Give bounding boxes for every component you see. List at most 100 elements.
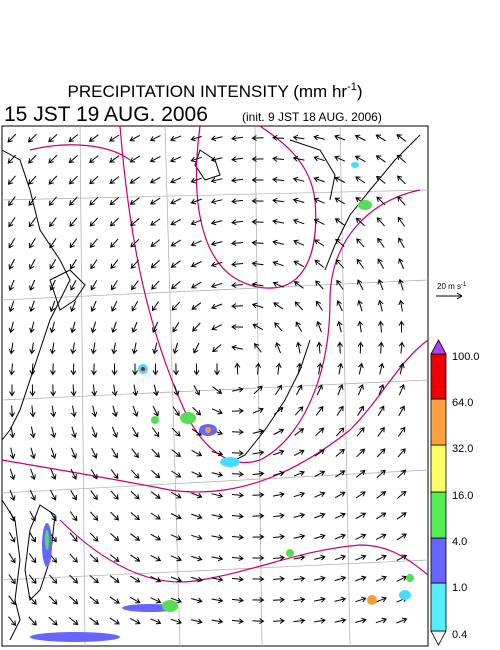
colorbar-label: 4.0 (452, 536, 467, 548)
precip-cell (30, 632, 120, 642)
wind-vector (130, 259, 140, 269)
wind-vector (293, 260, 305, 268)
wind-vector (190, 156, 202, 163)
wind-vector (272, 281, 284, 288)
wind-vector (173, 384, 180, 397)
wind-vector (252, 534, 265, 540)
wind-vector (376, 512, 387, 520)
wind-vector (272, 554, 285, 561)
wind-vector (210, 240, 223, 247)
coastline (24, 504, 56, 602)
wind-vector (130, 533, 141, 541)
valid-time: 15 JST 19 AUG. 2006 (4, 103, 208, 126)
wind-vector (293, 239, 305, 246)
wind-vector (272, 197, 284, 204)
wind-vector (70, 342, 77, 355)
wind-vector (293, 449, 305, 457)
precip-cell (151, 416, 159, 424)
wind-vector (49, 238, 57, 249)
wind-vector (69, 196, 78, 206)
wind-vector (272, 134, 285, 141)
wind-vector (191, 597, 203, 604)
wind-vector (172, 342, 179, 355)
wind-vector (315, 280, 324, 290)
wind-vector (151, 427, 160, 438)
wind-vector (190, 135, 202, 142)
wind-vector (109, 217, 119, 227)
title-exponent: -1 (347, 81, 357, 93)
wind-vector (91, 405, 98, 418)
wind-vector (337, 384, 344, 396)
wind-vector (8, 363, 15, 376)
wind-vector (149, 197, 161, 205)
wind-vector (8, 531, 16, 543)
wind-vector (210, 198, 223, 205)
wind-vector (29, 238, 36, 249)
wind-vector (131, 448, 139, 459)
wind-vector (190, 261, 202, 268)
wind-vector (30, 468, 36, 481)
wind-vector (150, 239, 161, 247)
wind-vector (190, 177, 202, 184)
wind-vector (29, 342, 36, 355)
wind-vector (7, 154, 17, 164)
wind-vector (109, 155, 120, 163)
wind-vector (28, 196, 37, 207)
wind-vector (192, 406, 202, 416)
wind-vector (231, 618, 244, 625)
wind-vector (8, 553, 16, 564)
wind-vector (170, 156, 182, 163)
wind-vector (398, 405, 405, 417)
init-time: (init. 9 JST 18 AUG. 2006) (242, 110, 382, 124)
wind-vector (91, 384, 98, 397)
wind-vector (110, 511, 120, 521)
wind-vector (8, 238, 16, 249)
wind-vector (111, 342, 118, 355)
wind-vector (398, 299, 405, 312)
wind-vector (334, 512, 346, 519)
wind-vector (252, 576, 265, 582)
wind-vector (272, 617, 285, 624)
wind-vector (296, 384, 303, 396)
wind-vector (29, 279, 36, 291)
wind-vector (8, 300, 15, 313)
wind-vector (49, 217, 57, 228)
wind-vector (29, 321, 35, 334)
wind-vector (314, 554, 326, 561)
wind-vector (150, 576, 162, 583)
wind-vector (211, 597, 224, 604)
wind-vector (252, 470, 265, 477)
wind-vector (132, 384, 139, 397)
wind-vector (292, 218, 305, 225)
wind-vector (173, 363, 179, 376)
wind-vector (293, 575, 306, 582)
wind-scale-text: 20 m s (437, 282, 461, 291)
wind-vector (376, 448, 386, 458)
wind-vector (397, 196, 406, 206)
wind-vector (313, 155, 325, 162)
wind-vector (48, 616, 58, 626)
wind-vector (210, 219, 223, 226)
wind-vector (273, 491, 285, 498)
wind-vector (334, 197, 345, 205)
wind-vector (358, 362, 364, 375)
wind-vector (252, 555, 265, 561)
wind-vector (70, 259, 77, 270)
wind-vector (396, 554, 408, 562)
wind-vector (151, 301, 160, 312)
wind-vector (88, 134, 99, 142)
wind-vector (315, 300, 323, 311)
wind-vector (293, 281, 304, 289)
wind-vector (231, 261, 244, 268)
wind-vector (71, 426, 77, 439)
wind-vector (111, 384, 118, 397)
wind-vector (190, 240, 202, 247)
wind-vector (9, 384, 15, 397)
wind-vector (210, 261, 223, 268)
wind-vector (50, 426, 57, 439)
wind-vectors (7, 133, 408, 627)
wind-vector (377, 237, 385, 248)
wind-vector (335, 448, 345, 457)
wind-vector (355, 575, 367, 582)
wind-vector (191, 513, 203, 520)
